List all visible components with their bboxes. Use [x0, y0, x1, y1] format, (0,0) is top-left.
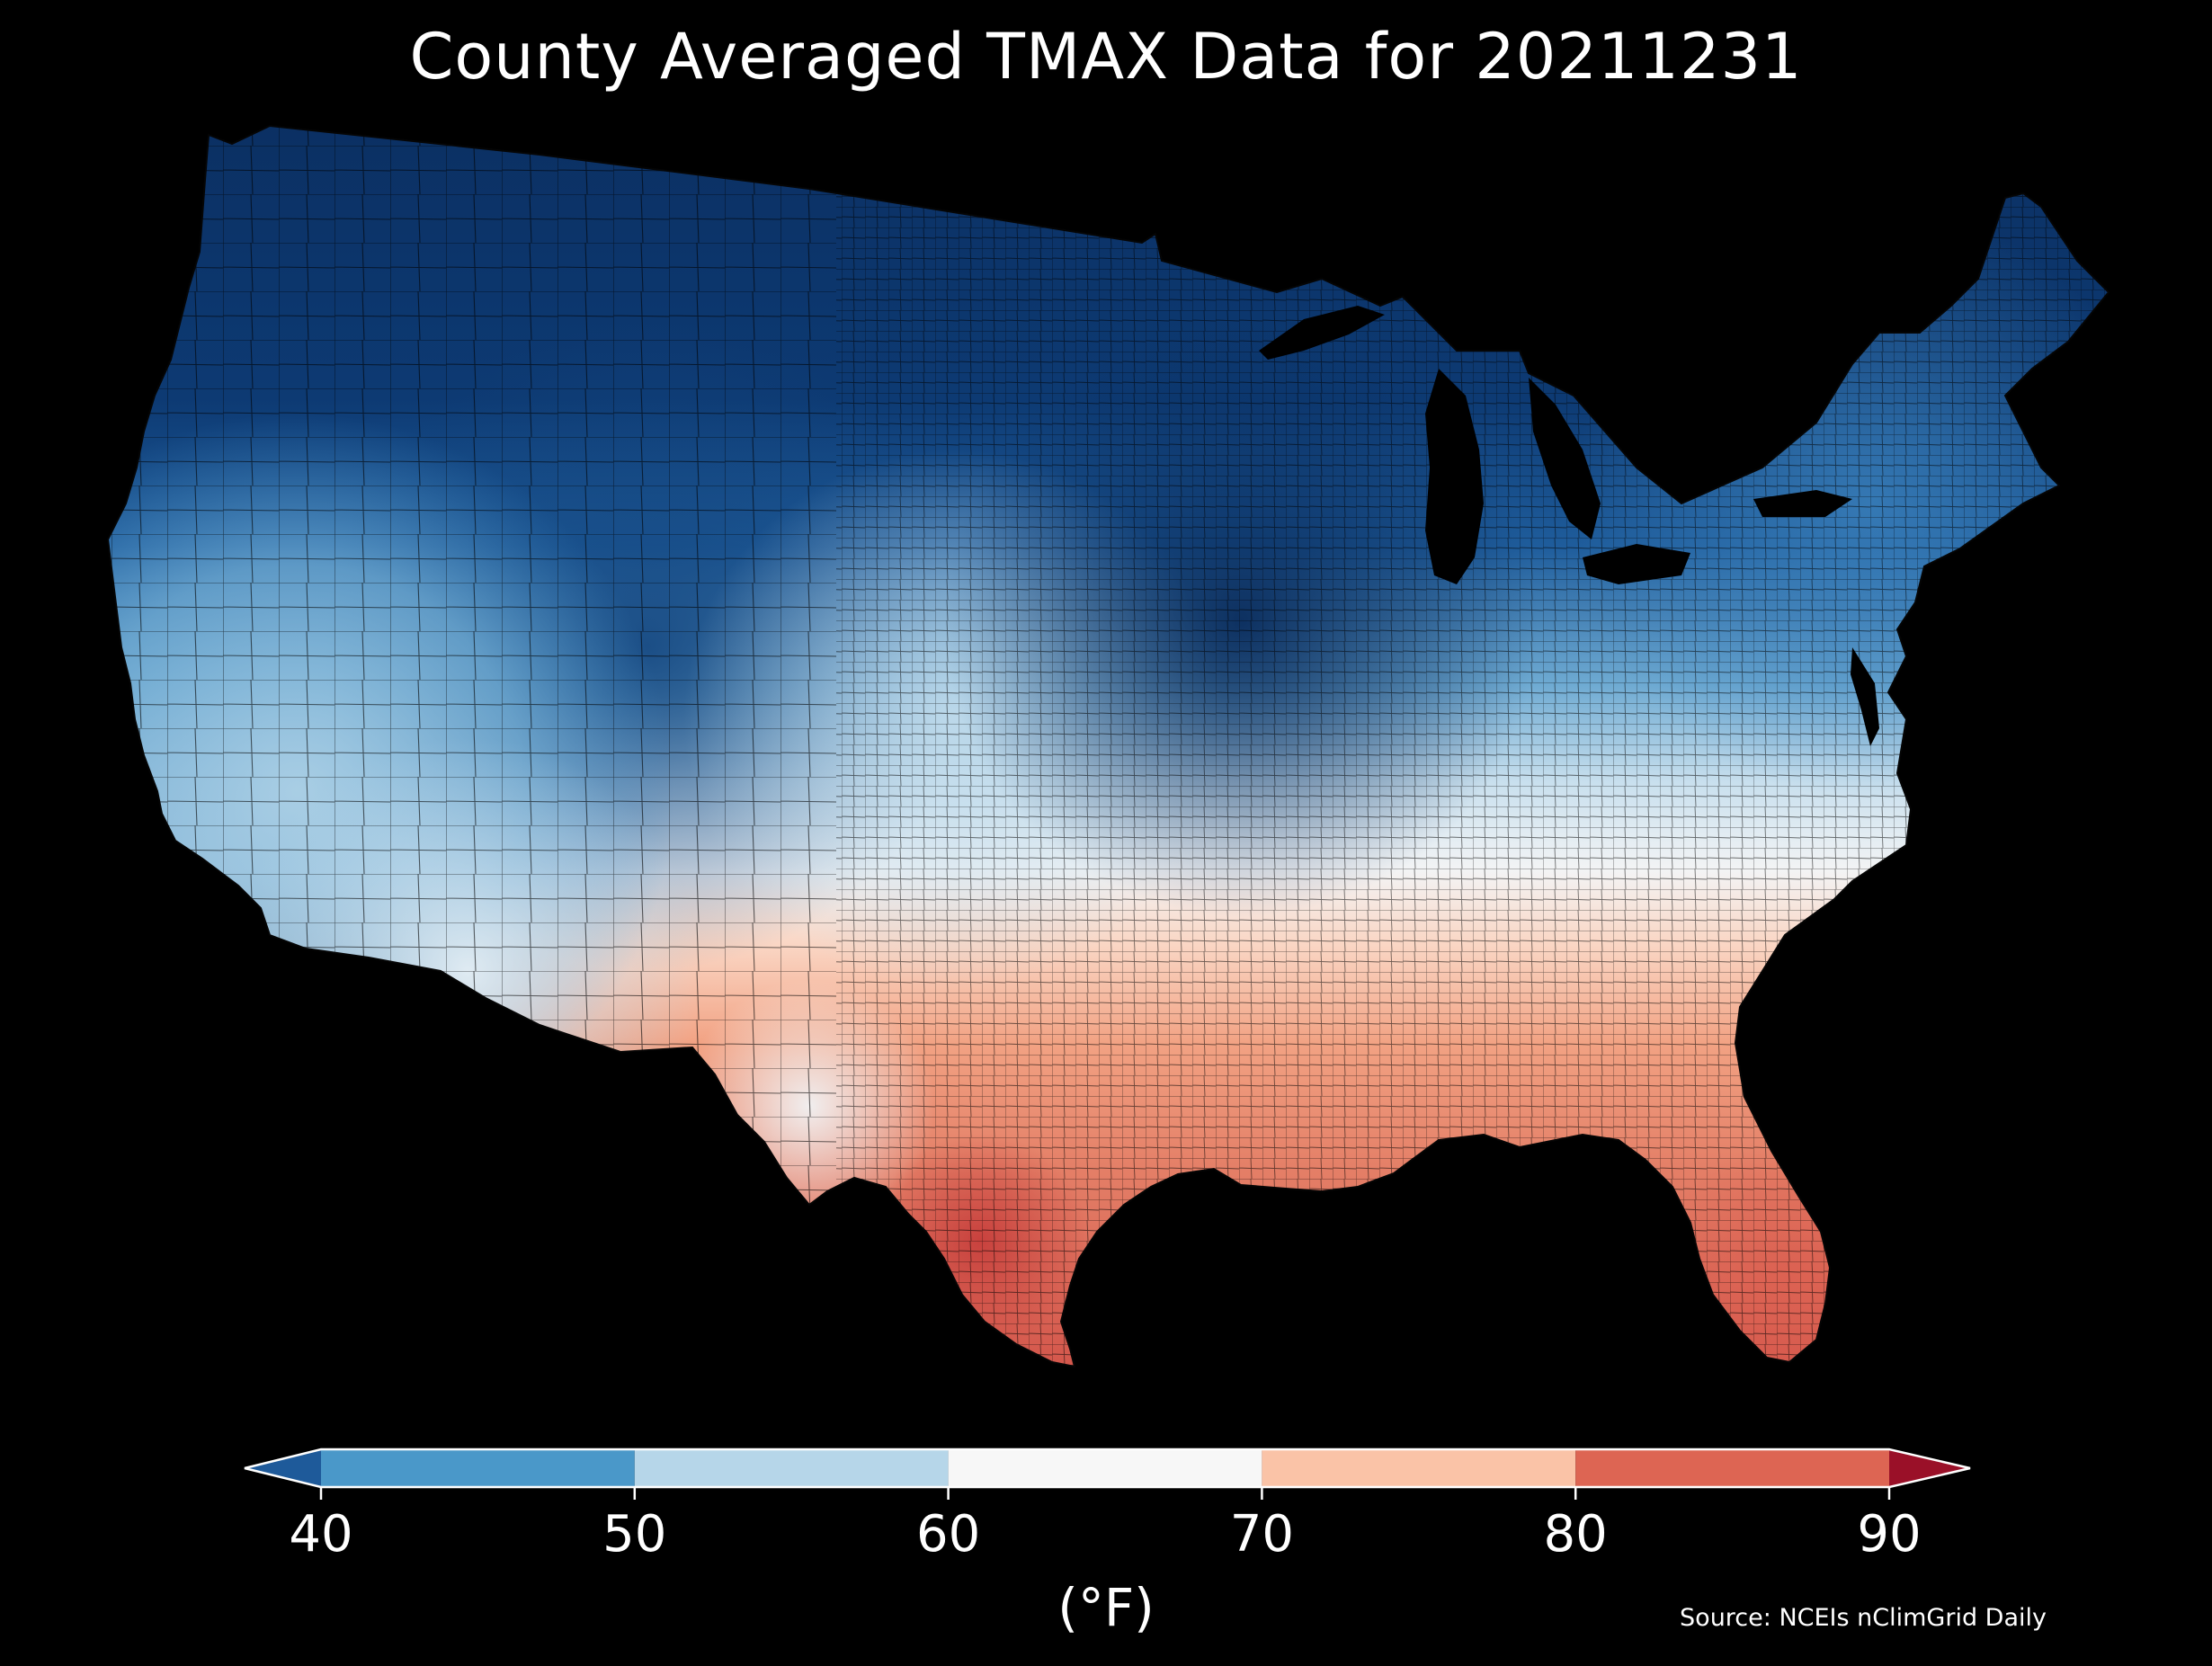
great-lakes [1259, 306, 1852, 584]
colorbar-tick-label-70: 70 [1229, 1505, 1295, 1564]
colorbar-tick-label-50: 50 [602, 1505, 667, 1564]
colorbar-bin-50-60 [634, 1449, 949, 1487]
colorbar-tick-label-90: 90 [1857, 1505, 1922, 1564]
colorbar-bin-60-70 [948, 1449, 1262, 1487]
colorbar-bin-80-90 [1575, 1449, 1889, 1487]
colorbar-bin-70-80 [1262, 1449, 1576, 1487]
colorbar-tick-label-80: 80 [1543, 1505, 1608, 1564]
colorbar-bin-40-50 [321, 1449, 635, 1487]
chesapeake-bay [1851, 647, 1879, 746]
source-caption: Source: NCEIs nClimGrid Daily [1680, 1604, 2047, 1632]
colorbar-over-triangle [1889, 1449, 1970, 1487]
map-title: County Averaged TMAX Data for 20211231 [409, 20, 1803, 94]
colorbar-units-label: (°F) [1057, 1577, 1155, 1638]
colorbar-under-triangle [245, 1449, 321, 1487]
colorbar-tick-label-40: 40 [289, 1505, 353, 1564]
colorbar-tick-label-60: 60 [915, 1505, 981, 1564]
